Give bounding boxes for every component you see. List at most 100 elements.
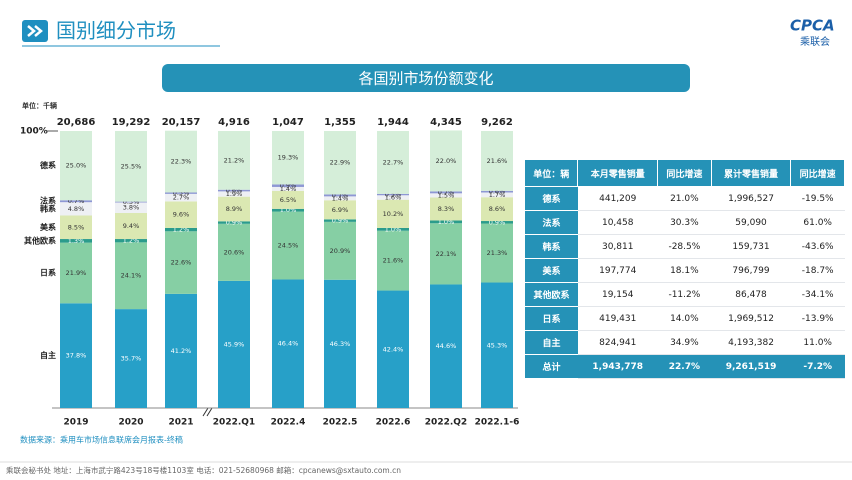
x-tick-label: 2022.6 [376,418,411,428]
table-cell: 30,811 [577,234,658,259]
y-tick-label: 100% [20,127,48,137]
bar-segment [430,223,462,285]
table-cell: 韩系 [525,234,578,259]
bar-segment [60,242,92,304]
bar-segment [481,190,513,193]
bar-segment [324,194,356,197]
table-cell: 累计零售销量 [711,160,792,187]
value-label: 42.4% [383,345,404,353]
bar-segment [115,202,147,213]
total-label: 1,355 [324,117,356,128]
table-cell: 796,799 [711,258,791,283]
bar-segment [218,191,250,197]
bar-segment [481,221,513,224]
table-cell: -43.6% [790,234,845,259]
bar-segment [272,190,304,209]
total-label: 1,944 [377,117,409,128]
x-tick-label: 2022.5 [323,418,358,428]
value-label: 21.3% [487,249,508,257]
series-label: 日系 [40,267,56,277]
value-label: 0.6% [226,187,243,195]
total-label: 9,262 [481,117,513,128]
value-label: 21.2% [224,156,245,164]
x-tick-label: 2022.1-6 [475,418,520,428]
bar-segment [377,131,409,194]
value-label: 0.5% [173,189,190,197]
logo-sub: 乘联会 [800,35,830,48]
bar-segment [481,223,513,283]
value-label: 45.9% [224,340,245,348]
table-cell: 日系 [525,306,578,331]
table-cell: 美系 [525,258,578,283]
total-label: 20,686 [57,117,96,128]
table-cell: 其他欧系 [525,282,578,307]
table-cell: 单位：辆 [525,160,579,187]
bar-segment [115,201,147,203]
header-title: 国别细分市场 [56,19,176,43]
value-label: 1.3% [68,237,85,245]
value-label: 21.9% [66,269,87,277]
table-cell: 同比增速 [657,160,712,187]
value-label: 3.8% [123,204,140,212]
table-cell: 1,996,527 [711,186,791,211]
series-label: 自主 [40,350,56,360]
value-label: 6.9% [332,206,349,214]
value-label: 25.0% [66,162,87,170]
bar-segment [377,199,409,228]
bar-segment [218,131,250,190]
value-label: 0.6% [489,188,506,196]
value-label: 0.5% [385,191,402,199]
value-label: 25.5% [121,162,142,170]
table-cell: 441,209 [577,186,658,211]
bar-segment [60,215,92,240]
bar-segment [115,309,147,408]
value-label: 9.6% [173,211,190,219]
table-cell: -11.2% [657,282,712,307]
series-label: 其他欧系 [24,235,56,245]
x-tick-label: 2021 [168,418,193,428]
bar-segment [115,212,147,240]
value-label: 1.5% [438,191,455,199]
table-cell: 10,458 [577,210,658,235]
value-label: 21.6% [487,157,508,165]
value-label: 22.3% [171,158,192,166]
value-label: 0.7% [438,188,455,196]
table-cell: 法系 [525,210,578,235]
value-label: 41.2% [171,347,192,355]
value-label: 37.8% [66,352,87,360]
bar-segment [60,202,92,216]
x-tick-label: 2022.Q2 [425,418,467,428]
value-label: 22.1% [436,250,457,258]
table-cell: 1,969,512 [711,306,791,331]
axis-break [202,407,213,417]
bar-segment [165,227,197,232]
total-label: 4,916 [218,117,250,128]
table-cell: 30.3% [657,210,712,235]
value-label: 21.6% [383,257,404,265]
series-label: 美系 [40,222,56,232]
table-header: 单位：辆 本月零售销量 同比增速 累计零售销量 同比增速 [525,160,845,187]
series-label: 韩系 [40,203,56,213]
table-cell: 1,943,778 [577,354,658,379]
bar-segment [430,284,462,408]
bar-segment [60,239,92,243]
table-row: 法系 10,458 30.3% 59,090 61.0% [525,210,845,235]
x-tick-label: 2022.Q1 [213,418,255,428]
bar-segment [272,211,304,280]
value-label: 4.8% [68,205,85,213]
bar-segment [218,221,250,224]
footer: 乘联会秘书处 地址：上海市武宁路423号18号楼1103室 电话：021-526… [6,465,401,475]
table-cell: 34.9% [657,330,712,355]
value-label: 0.9% [280,182,297,190]
value-label: 24.1% [121,272,142,280]
value-label: 0.9% [226,219,243,227]
bar-segment [377,195,409,200]
table-cell: 18.1% [657,258,712,283]
table-cell: -19.5% [790,186,845,211]
value-label: 1.7% [489,191,506,199]
value-label: 0.3% [123,198,140,206]
bar-segment [218,189,250,192]
value-label: 1.6% [385,193,402,201]
bar-segment [218,280,250,408]
